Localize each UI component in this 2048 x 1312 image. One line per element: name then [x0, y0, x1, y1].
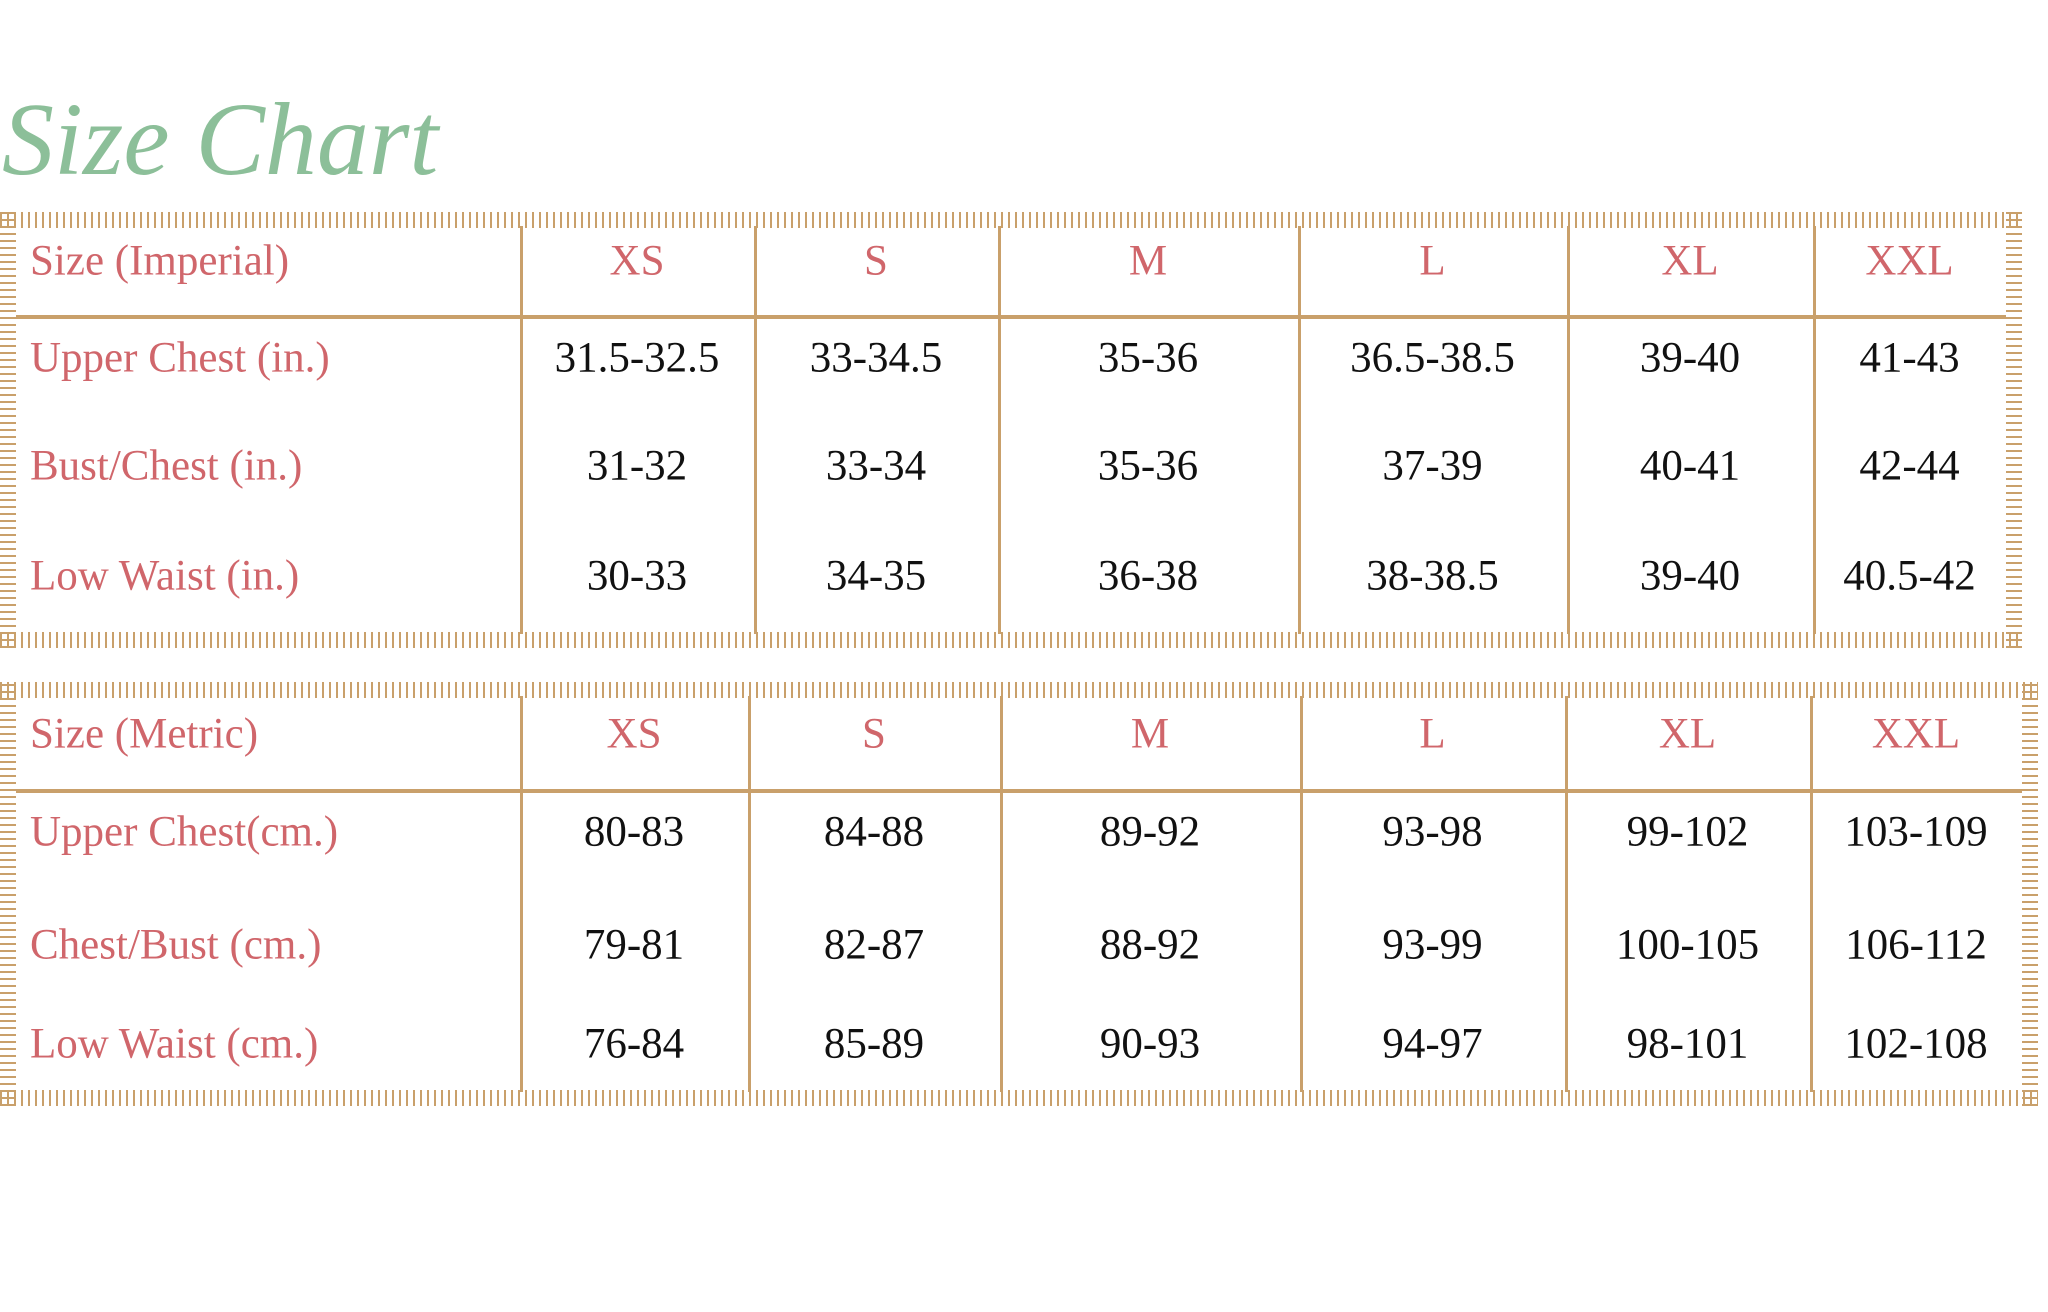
measurement: 31-32 [586, 442, 688, 490]
measurement: 103-109 [1844, 808, 1988, 856]
row-label: Low Waist (cm.) [30, 1020, 319, 1068]
measurement: 36-38 [1097, 552, 1199, 600]
measurement: 79-81 [583, 921, 685, 969]
table-border [0, 682, 2038, 698]
column-divider [1000, 696, 1003, 1092]
size-header: XS [606, 710, 662, 758]
measurement: 90-93 [1099, 1020, 1201, 1068]
measurement: 93-99 [1382, 921, 1483, 969]
measurement: 35-36 [1097, 334, 1199, 382]
size-header: L [1419, 237, 1446, 285]
measurement: 33-34.5 [809, 334, 943, 382]
size-header: XXL [1865, 237, 1954, 285]
size-header: M [1130, 710, 1170, 758]
size-header: XXL [1871, 710, 1961, 758]
column-divider [1300, 696, 1303, 1092]
column-divider [1565, 696, 1568, 1092]
measurement: 40-41 [1639, 442, 1741, 490]
table-border [2006, 212, 2022, 648]
size-header: S [862, 710, 886, 758]
column-divider [1813, 226, 1816, 634]
measurement: 36.5-38.5 [1350, 334, 1515, 382]
column-divider [520, 226, 523, 634]
measurement: 88-92 [1099, 921, 1201, 969]
row-label: Bust/Chest (in.) [30, 442, 303, 490]
size-header: XL [1661, 237, 1719, 285]
table-border [0, 212, 16, 648]
column-divider [754, 226, 757, 634]
size-header: XL [1658, 710, 1717, 758]
measurement: 30-33 [586, 552, 688, 600]
size-header: M [1128, 237, 1168, 285]
measurement: 102-108 [1844, 1020, 1988, 1068]
header-label: Size (Imperial) [30, 237, 290, 285]
measurement: 39-40 [1639, 334, 1741, 382]
header-divider [16, 315, 2006, 319]
measurement: 94-97 [1382, 1020, 1483, 1068]
size-header: S [864, 237, 888, 285]
column-divider [998, 226, 1001, 634]
row-label: Chest/Bust (cm.) [30, 921, 322, 969]
measurement: 98-101 [1626, 1020, 1749, 1068]
measurement: 99-102 [1626, 808, 1749, 856]
size-header: L [1419, 710, 1446, 758]
measurement: 80-83 [583, 808, 685, 856]
measurement: 38-38.5 [1366, 552, 1499, 600]
measurement: 35-36 [1097, 442, 1199, 490]
measurement: 84-88 [823, 808, 925, 856]
size-header: XS [609, 237, 665, 285]
row-label: Upper Chest (in.) [30, 334, 330, 382]
column-divider [1810, 696, 1813, 1092]
table-border [2022, 682, 2038, 1106]
page-title: Size Chart [2, 82, 439, 197]
table-border [0, 1090, 2038, 1106]
measurement: 40.5-42 [1843, 552, 1976, 600]
measurement: 76-84 [583, 1020, 685, 1068]
measurement: 106-112 [1845, 921, 1987, 969]
measurement: 42-44 [1859, 442, 1960, 490]
table-border [0, 212, 2022, 228]
header-divider [16, 789, 2022, 793]
header-label: Size (Metric) [30, 710, 259, 758]
row-label: Low Waist (in.) [30, 552, 300, 600]
table-border [0, 632, 2022, 648]
table-border [0, 682, 16, 1106]
column-divider [748, 696, 751, 1092]
measurement: 33-34 [825, 442, 927, 490]
column-divider [1298, 226, 1301, 634]
column-divider [1567, 226, 1570, 634]
measurement: 100-105 [1615, 921, 1760, 969]
measurement: 93-98 [1382, 808, 1483, 856]
measurement: 41-43 [1859, 334, 1960, 382]
column-divider [520, 696, 523, 1092]
measurement: 34-35 [825, 552, 927, 600]
measurement: 31.5-32.5 [554, 334, 720, 382]
measurement: 82-87 [823, 921, 925, 969]
measurement: 39-40 [1639, 552, 1741, 600]
row-label: Upper Chest(cm.) [30, 808, 339, 856]
measurement: 85-89 [823, 1020, 925, 1068]
measurement: 37-39 [1382, 442, 1483, 490]
measurement: 89-92 [1099, 808, 1201, 856]
